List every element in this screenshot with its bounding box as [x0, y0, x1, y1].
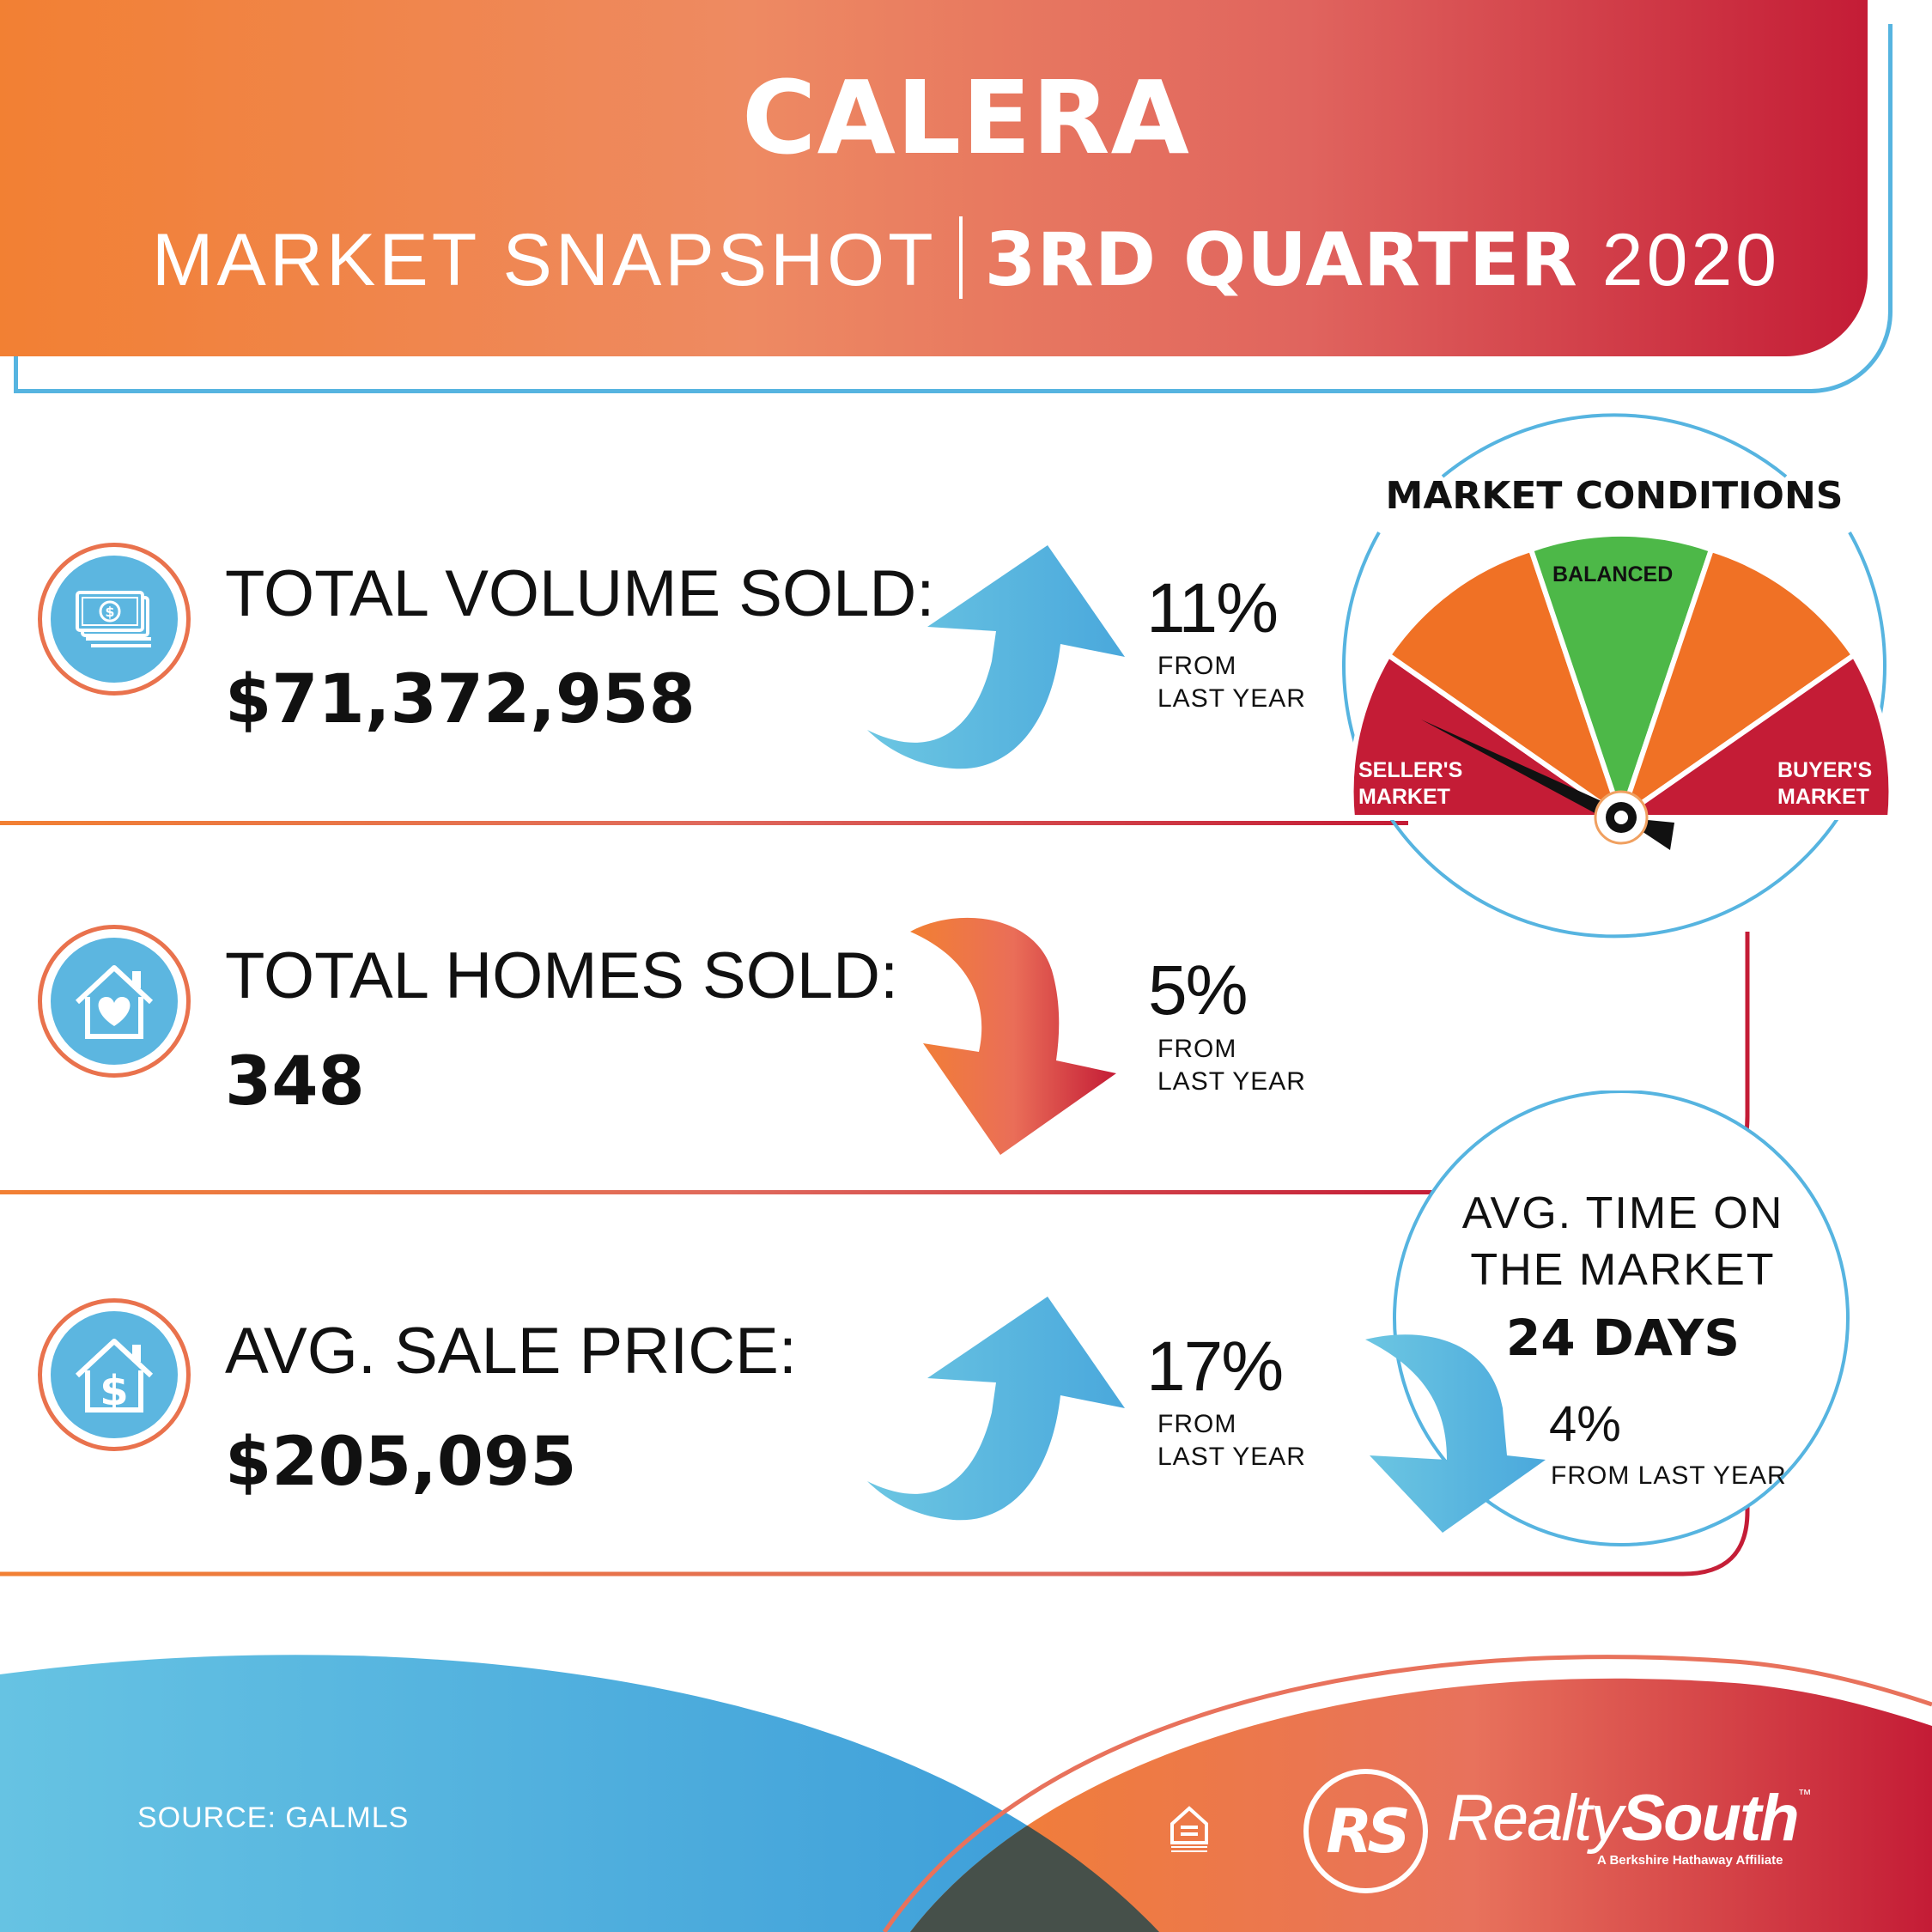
gauge-ring	[1441, 413, 1788, 478]
gauge-label-buyer: BUYER'S MARKET	[1777, 757, 1872, 811]
divider-rule	[0, 821, 1408, 825]
price-icon-badge: $	[38, 1298, 191, 1451]
gauge-label-balanced: BALANCED	[1552, 562, 1674, 586]
svg-text:$: $	[100, 1367, 128, 1415]
time-circle	[1365, 1091, 1850, 1546]
volume-from-line1: FROM	[1157, 652, 1237, 680]
time-title-line1: AVG. TIME ON	[1461, 1188, 1784, 1238]
time-title: AVG. TIME ON THE MARKET	[1400, 1185, 1846, 1298]
price-from-line1: FROM	[1157, 1410, 1237, 1438]
brand-bold: South	[1621, 1782, 1799, 1855]
realtysouth-logo-mark: RS	[1303, 1769, 1428, 1893]
gauge-sector-seller-lean	[1384, 546, 1626, 824]
volume-value: $71,372,958	[225, 661, 696, 738]
gauge-needle	[1421, 720, 1619, 823]
gauge-buyer-line1: BUYER'S	[1777, 758, 1873, 782]
homes-from-line2: LAST YEAR	[1157, 1067, 1306, 1096]
time-value: 24 DAYS	[1505, 1309, 1741, 1367]
arrow-down-icon	[910, 917, 1116, 1155]
homes-value: 348	[225, 1043, 365, 1121]
volume-from-line2: LAST YEAR	[1157, 684, 1306, 713]
subtitle-quarter: 3RD QUARTER	[984, 217, 1578, 303]
price-from-line2: LAST YEAR	[1157, 1443, 1306, 1471]
volume-change: 11%	[1146, 569, 1279, 647]
logo-letters: RS	[1326, 1795, 1410, 1867]
market-gauge	[1342, 413, 1894, 939]
subtitle-divider	[958, 216, 963, 299]
divider-rule	[0, 1190, 1451, 1194]
gauge-hub	[1614, 811, 1628, 824]
subtitle-label: MARKET SNAPSHOT	[151, 219, 937, 301]
header-outline-edge	[14, 356, 18, 389]
brand-tm: ™	[1797, 1788, 1812, 1802]
gauge-buyer-line2: MARKET	[1777, 785, 1869, 809]
volume-label: TOTAL VOLUME SOLD:	[225, 557, 935, 630]
page-subtitle: MARKET SNAPSHOT 3RD QUARTER 2020	[0, 216, 1932, 303]
price-value: $205,095	[225, 1424, 577, 1501]
gauge-sector-seller	[1348, 651, 1630, 820]
volume-icon-badge: $	[38, 543, 191, 696]
brand-tagline: A Berkshire Hathaway Affiliate	[1597, 1853, 1783, 1868]
gauge-seller-line1: SELLER'S	[1358, 758, 1463, 782]
homes-from-line1: FROM	[1157, 1035, 1237, 1063]
homes-change: 5%	[1148, 951, 1249, 1030]
house-dollar-icon: $	[75, 1339, 154, 1415]
homes-label: TOTAL HOMES SOLD:	[225, 939, 899, 1012]
source-text: SOURCE: GALMLS	[137, 1801, 410, 1834]
svg-text:$: $	[105, 604, 114, 620]
footer-shapes	[0, 1655, 1932, 1932]
time-change: 4%	[1549, 1396, 1621, 1452]
time-from: FROM LAST YEAR	[1551, 1461, 1787, 1490]
homes-icon-badge	[38, 925, 191, 1078]
brand-regular: Realty	[1447, 1782, 1623, 1855]
brand-name: RealtySouth™	[1447, 1781, 1812, 1856]
time-title-line2: THE MARKET	[1470, 1245, 1776, 1295]
equal-housing-icon	[1170, 1806, 1208, 1852]
subtitle-year: 2020	[1601, 219, 1781, 301]
header-outline	[14, 24, 1893, 393]
gauge-sector-buyer	[1613, 651, 1894, 820]
money-icon: $	[76, 591, 151, 647]
gauge-seller-line2: MARKET	[1358, 785, 1450, 809]
arrow-up-icon	[867, 545, 1125, 769]
price-change: 17%	[1146, 1327, 1284, 1406]
arrow-up-icon	[867, 1297, 1125, 1521]
gauge-label-seller: SELLER'S MARKET	[1358, 757, 1462, 811]
page-title: CALERA	[742, 58, 1190, 177]
gauge-title: MARKET CONDITIONS	[1385, 474, 1844, 518]
price-label: AVG. SALE PRICE:	[225, 1315, 797, 1388]
arrow-down-icon	[1365, 1334, 1546, 1533]
gauge-sector-balanced	[1528, 531, 1715, 826]
house-heart-icon	[75, 965, 154, 1039]
header-banner	[0, 0, 1868, 356]
gauge-sector-buyer-lean	[1616, 546, 1858, 824]
gauge-ring	[1342, 532, 1886, 939]
